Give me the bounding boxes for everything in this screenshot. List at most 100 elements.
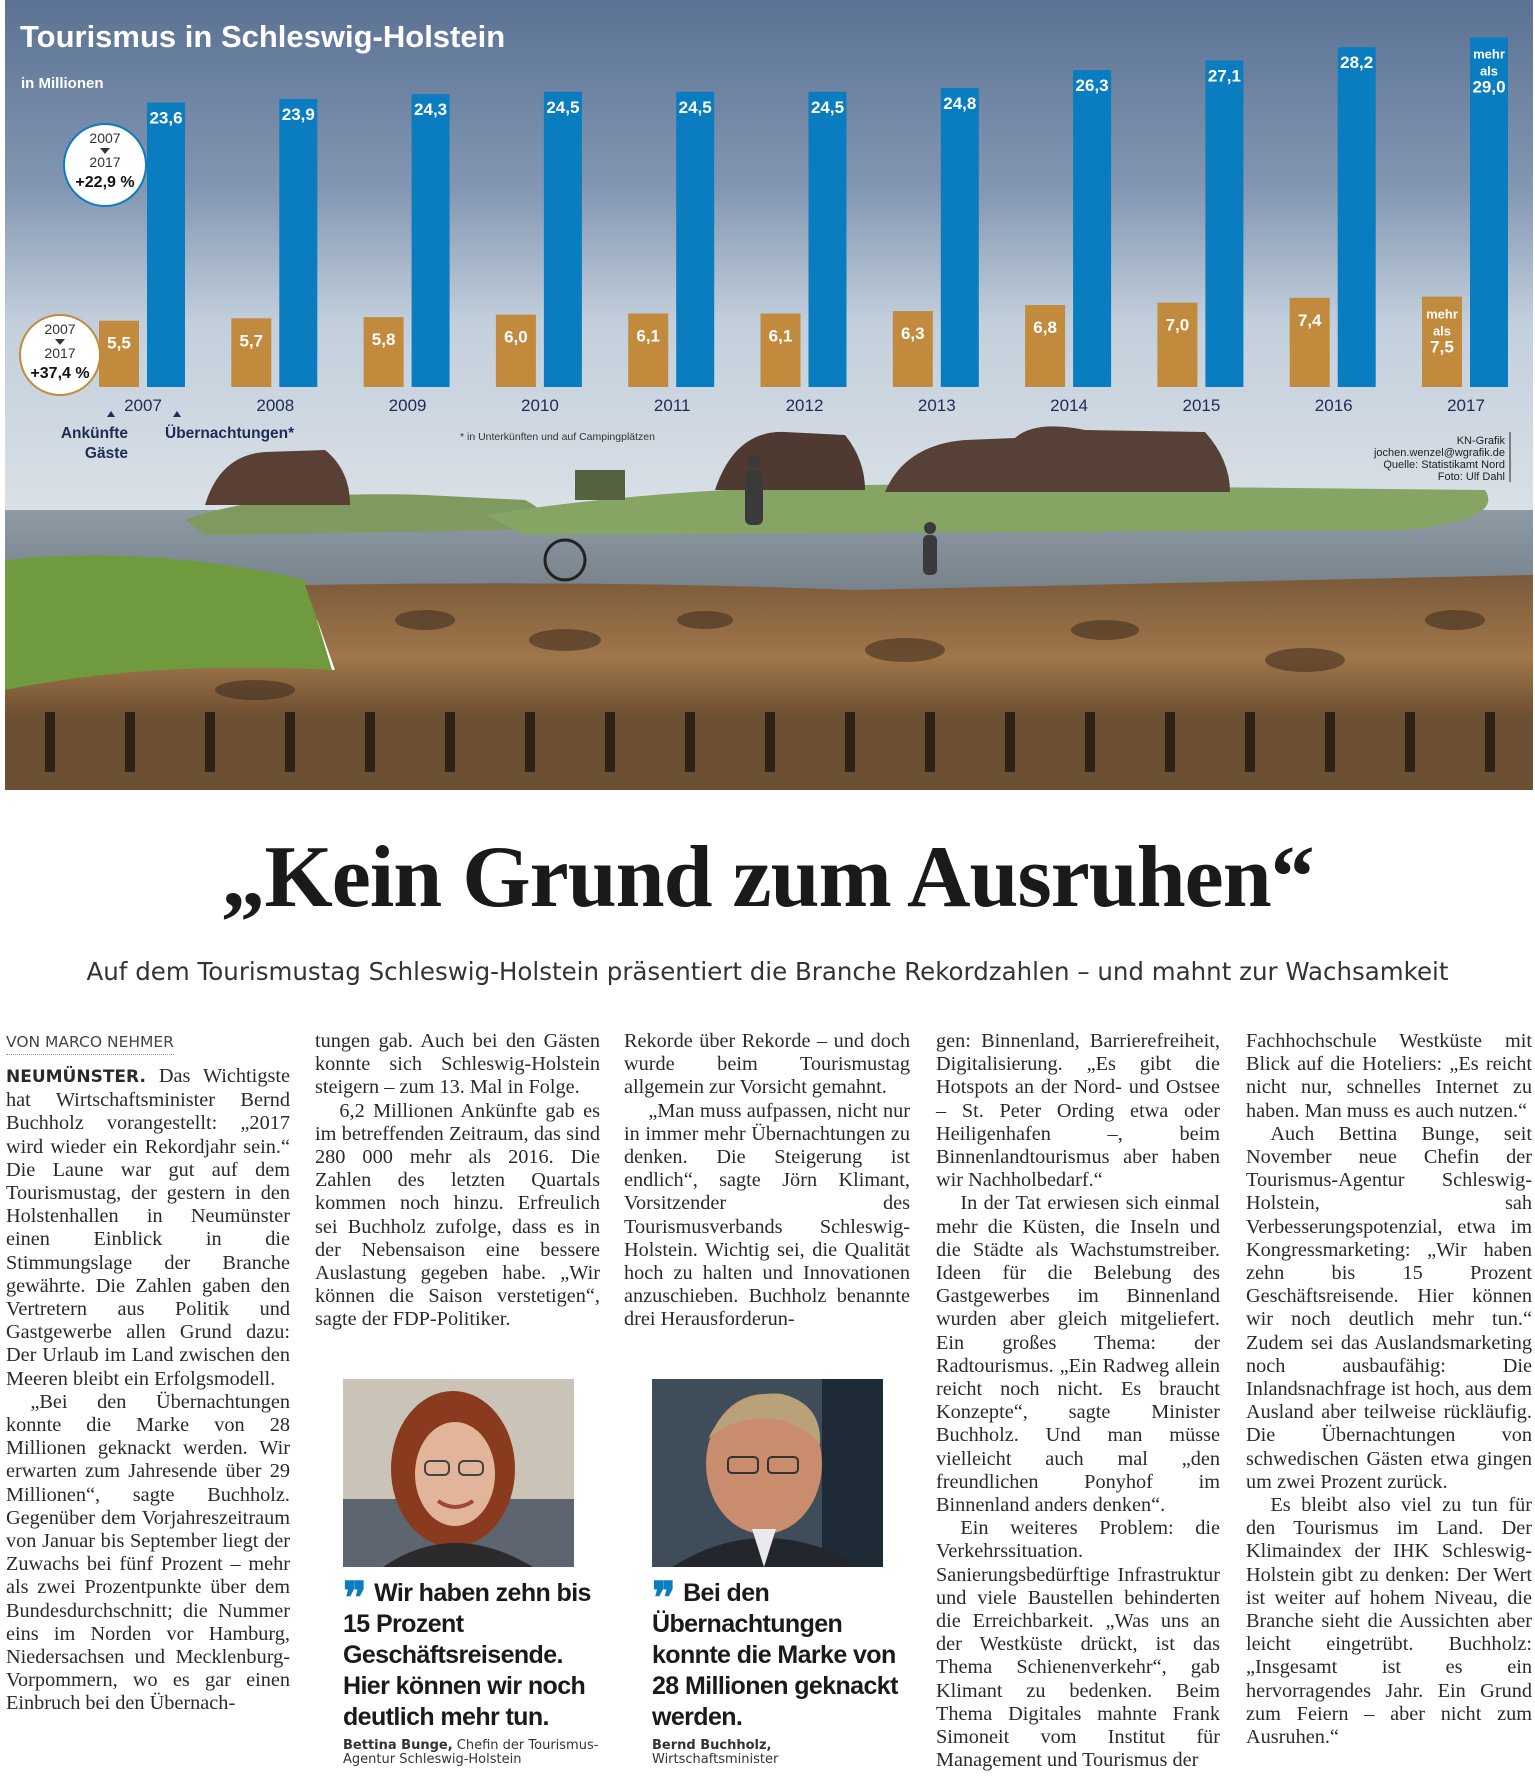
paragraph: NEUMÜNSTER. Das Wichtigste hat Wirtschaf… xyxy=(6,1065,290,1391)
bar-arrivals xyxy=(760,313,801,387)
bar-arrivals xyxy=(1289,297,1330,387)
quote-role: Chefin der Tourismus-Agentur Schleswig-H… xyxy=(343,1738,599,1767)
quote-role: Wirtschaftsminister xyxy=(652,1752,779,1767)
bar-value-label: 26,3 xyxy=(1076,76,1109,95)
quote-text: Bei den Übernachtungen konnte die Marke … xyxy=(652,1579,898,1731)
bar-overnight xyxy=(543,91,582,388)
bar-value-label: als xyxy=(1480,64,1498,79)
quote-name: Bettina Bunge, xyxy=(343,1738,453,1753)
article-column-5: Fachhochschule Westküste mit Blick auf d… xyxy=(1246,1030,1532,1749)
byline: VON MARCO NEHMER xyxy=(6,1032,174,1055)
bar-value-label: 6,1 xyxy=(636,326,660,345)
paragraph: In der Tat erwiesen sich einmal mehr die… xyxy=(936,1192,1220,1517)
pull-quote: ❞ Bei den Übernachtungen konnte die Marke… xyxy=(652,1577,924,1733)
bar-value-label: 24,5 xyxy=(679,98,712,117)
bar-arrivals xyxy=(1157,302,1198,387)
bar-value-label: 5,7 xyxy=(239,331,263,350)
bar-arrivals xyxy=(363,317,404,387)
legend-overnight: Übernachtungen* xyxy=(165,425,295,442)
x-tick-label: 2015 xyxy=(1182,396,1220,415)
headline: „Kein Grund zum Ausruhen“ xyxy=(221,829,1314,926)
bar-value-label: 5,5 xyxy=(107,334,131,353)
pull-quote-buchholz: ❞ Bei den Übernachtungen konnte die Marke… xyxy=(652,1577,924,1767)
article-column-3: Rekorde über Rekorde – und doch wurde be… xyxy=(624,1030,910,1332)
legend-arrivals-line1: Ankünfte xyxy=(61,425,129,442)
paragraph: Auch Bettina Bunge, seit November neue C… xyxy=(1246,1122,1532,1493)
x-tick-label: 2016 xyxy=(1315,396,1353,415)
article-column-1: VON MARCO NEHMER NEUMÜNSTER. Das Wichtig… xyxy=(6,1030,290,1716)
bar-overnight xyxy=(279,99,318,387)
bar-value-label: 7,5 xyxy=(1430,338,1454,357)
infographic: Tourismus in Schleswig-Holstein in Milli… xyxy=(5,0,1533,790)
bar-overnight xyxy=(147,102,185,388)
paragraph-text: Das Wichtigste hat Wirtschaftsminister B… xyxy=(6,1065,290,1390)
bar-value-label: 24,5 xyxy=(546,98,579,117)
arrow-down-icon xyxy=(55,339,65,345)
bar-value-label: 7,4 xyxy=(1298,311,1322,330)
pull-quote: ❞ Wir haben zehn bis 15 Prozent Geschäfts… xyxy=(343,1577,615,1733)
badge-overnight: 2007 2017 +22,9 % xyxy=(63,123,147,207)
bar-value-label: 23,9 xyxy=(282,105,315,124)
bar-arrivals xyxy=(99,320,139,387)
bar-arrivals xyxy=(1422,296,1462,387)
bar-value-label: 24,5 xyxy=(811,98,844,117)
paragraph: tungen gab. Auch bei den Gästen konnte s… xyxy=(315,1030,600,1099)
paragraph: Ein weiteres Problem: die Verkehrssituat… xyxy=(936,1517,1220,1772)
badge-to: 2017 xyxy=(89,154,120,170)
arrow-down-icon xyxy=(100,148,110,154)
bar-overnight xyxy=(1337,47,1376,387)
bar-value-label: mehr xyxy=(1473,47,1505,62)
landscape-photo xyxy=(5,0,1533,790)
x-tick-label: 2010 xyxy=(521,396,559,415)
bar-arrivals xyxy=(1025,305,1066,387)
chart-credits: KN-Grafik jochen.wenzel@wgrafik.de Quell… xyxy=(1373,432,1511,483)
credit-line: Quelle: Statistikamt Nord xyxy=(1383,459,1505,471)
bar-overnight xyxy=(1205,60,1244,387)
bar-value-label: 6,0 xyxy=(504,328,528,347)
article-column-2: tungen gab. Auch bei den Gästen konnte s… xyxy=(315,1030,600,1332)
pull-quote-bunge: ❞ Wir haben zehn bis 15 Prozent Geschäfts… xyxy=(343,1577,615,1767)
subheadline: Auf dem Tourismustag Schleswig-Holstein … xyxy=(86,957,1449,986)
paragraph: Es bleibt also viel zu tun für den Touri… xyxy=(1246,1494,1532,1749)
bar-overnight xyxy=(808,91,847,388)
credit-line: KN-Grafik xyxy=(1457,435,1506,447)
credit-line: Foto: Ulf Dahl xyxy=(1438,471,1505,483)
badge-change: +37,4 % xyxy=(30,365,89,382)
bar-overnight xyxy=(411,94,450,387)
badge-to: 2017 xyxy=(44,345,75,361)
people-silhouettes xyxy=(543,455,937,582)
bar-value-label: 24,3 xyxy=(414,100,447,119)
x-tick-label: 2009 xyxy=(389,396,427,415)
bar-value-label: 6,1 xyxy=(769,326,793,345)
badge-from: 2007 xyxy=(44,321,75,337)
bar-value-label: 27,1 xyxy=(1208,66,1241,85)
quote-text: Wir haben zehn bis 15 Prozent Geschäftsr… xyxy=(343,1579,591,1731)
bar-overnight xyxy=(1073,70,1112,388)
pointer-up-icon xyxy=(107,411,115,417)
paragraph: „Bei den Übernachtungen konnte die Marke… xyxy=(6,1390,290,1715)
badge-arrivals: 2007 2017 +37,4 % xyxy=(19,314,101,396)
bar-overnight xyxy=(1470,37,1508,388)
portrait-bettina-bunge xyxy=(343,1379,574,1567)
bar-value-label: 28,2 xyxy=(1340,53,1373,72)
bar-value-label: 23,6 xyxy=(149,109,182,128)
badge-change: +22,9 % xyxy=(75,174,134,191)
portrait-bernd-buchholz xyxy=(652,1379,883,1567)
quote-name: Bernd Buchholz, xyxy=(652,1738,772,1753)
bar-arrivals xyxy=(495,314,536,387)
x-tick-label: 2011 xyxy=(654,396,691,415)
paragraph: gen: Binnenland, Barrierefreiheit, Digit… xyxy=(936,1030,1220,1192)
bar-value-label: 6,3 xyxy=(901,324,925,343)
x-tick-label: 2012 xyxy=(786,396,824,415)
chart-subtitle: in Millionen xyxy=(21,75,104,92)
x-tick-label: 2007 xyxy=(124,396,162,415)
bar-value-label: 5,8 xyxy=(372,330,396,349)
bar-overnight xyxy=(676,91,715,388)
article-column-4: gen: Binnenland, Barrierefreiheit, Digit… xyxy=(936,1030,1220,1773)
bar-value-label: 24,8 xyxy=(943,94,976,113)
bar-value-label: 29,0 xyxy=(1472,78,1505,97)
x-tick-label: 2017 xyxy=(1447,396,1485,415)
credit-line: jochen.wenzel@wgrafik.de xyxy=(1373,447,1505,459)
bar-value-label: als xyxy=(1433,324,1451,339)
chart-title: Tourismus in Schleswig-Holstein xyxy=(20,19,505,54)
